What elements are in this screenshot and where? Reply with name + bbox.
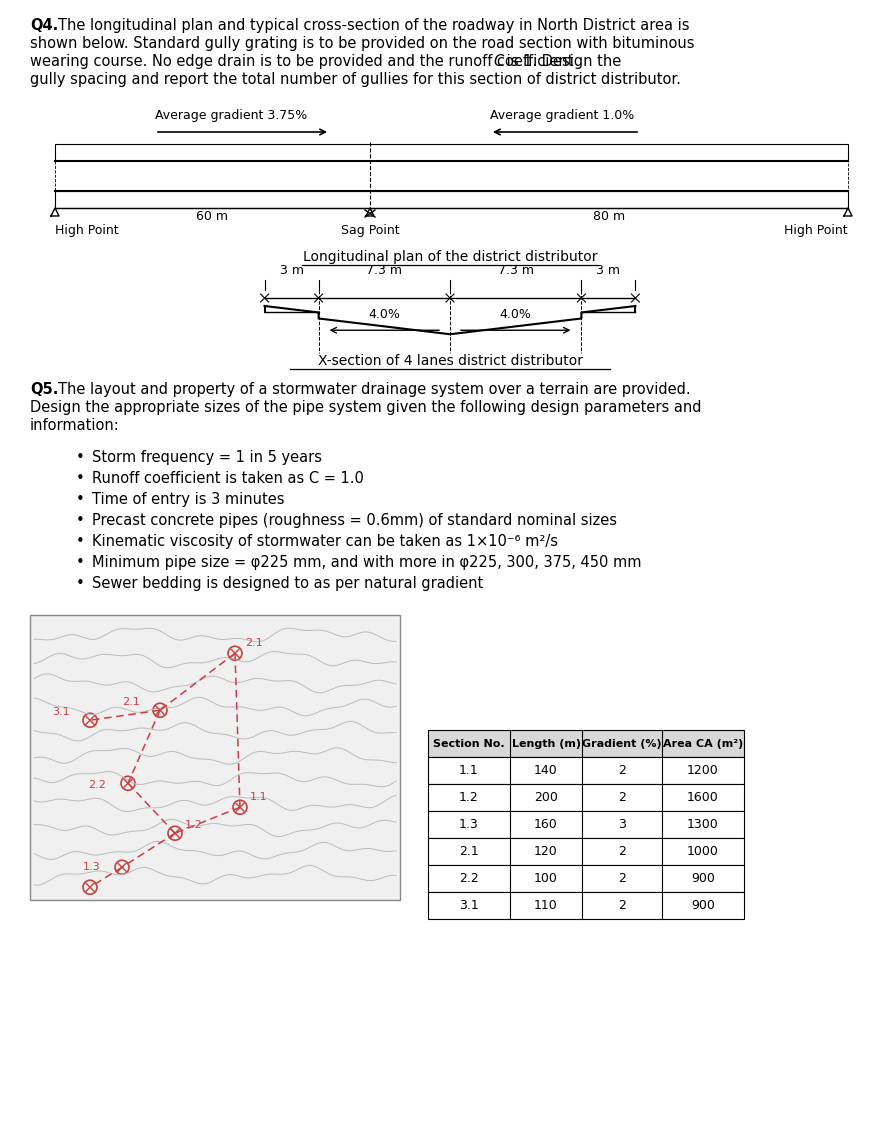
Text: X-section of 4 lanes district distributor: X-section of 4 lanes district distributo… bbox=[317, 354, 583, 368]
Bar bbox=[55, 161, 848, 191]
Text: 7.3 m: 7.3 m bbox=[366, 264, 403, 277]
Text: 110: 110 bbox=[534, 899, 558, 912]
Text: Runoff coefficient is taken as C = 1.0: Runoff coefficient is taken as C = 1.0 bbox=[92, 471, 364, 487]
Text: 1.2: 1.2 bbox=[459, 791, 478, 804]
Text: 100: 100 bbox=[534, 873, 558, 885]
Text: Longitudinal plan of the district distributor: Longitudinal plan of the district distri… bbox=[303, 250, 597, 264]
Text: C: C bbox=[493, 54, 503, 69]
Text: is 1. Design the: is 1. Design the bbox=[502, 54, 621, 69]
Text: Sewer bedding is designed to as per natural gradient: Sewer bedding is designed to as per natu… bbox=[92, 576, 483, 591]
Text: •: • bbox=[76, 556, 85, 571]
Bar bbox=[428, 892, 744, 919]
Text: •: • bbox=[76, 534, 85, 549]
Text: 4.0%: 4.0% bbox=[500, 308, 532, 321]
Text: 4.0%: 4.0% bbox=[368, 308, 400, 321]
Text: The layout and property of a stormwater drainage system over a terrain are provi: The layout and property of a stormwater … bbox=[58, 383, 691, 397]
Text: Sag Point: Sag Point bbox=[340, 224, 399, 237]
Text: Storm frequency = 1 in 5 years: Storm frequency = 1 in 5 years bbox=[92, 451, 322, 465]
Bar bbox=[30, 616, 400, 900]
Text: High Point: High Point bbox=[784, 224, 848, 237]
Text: 3.1: 3.1 bbox=[53, 708, 70, 718]
Text: Design the appropriate sizes of the pipe system given the following design param: Design the appropriate sizes of the pipe… bbox=[30, 401, 701, 415]
Text: 1.3: 1.3 bbox=[82, 863, 100, 873]
Text: information:: information: bbox=[30, 418, 119, 434]
Text: 3 m: 3 m bbox=[280, 264, 304, 277]
Text: 2: 2 bbox=[618, 846, 626, 858]
Text: 2.2: 2.2 bbox=[459, 873, 478, 885]
Text: Minimum pipe size = φ225 mm, and with more in φ225, 300, 375, 450 mm: Minimum pipe size = φ225 mm, and with mo… bbox=[92, 556, 642, 571]
Text: Kinematic viscosity of stormwater can be taken as 1×10⁻⁶ m²/s: Kinematic viscosity of stormwater can be… bbox=[92, 534, 558, 549]
Text: gully spacing and report the total number of gullies for this section of distric: gully spacing and report the total numbe… bbox=[30, 72, 681, 87]
Text: •: • bbox=[76, 471, 85, 487]
Text: 1.1: 1.1 bbox=[250, 792, 267, 803]
Bar bbox=[428, 812, 744, 839]
Bar bbox=[55, 144, 848, 161]
Bar bbox=[428, 757, 744, 784]
Text: 1200: 1200 bbox=[687, 764, 719, 778]
Text: •: • bbox=[76, 492, 85, 507]
Text: 2: 2 bbox=[618, 791, 626, 804]
Text: 1.2: 1.2 bbox=[185, 821, 203, 830]
Text: 120: 120 bbox=[534, 846, 558, 858]
Text: Precast concrete pipes (roughness = 0.6mm) of standard nominal sizes: Precast concrete pipes (roughness = 0.6m… bbox=[92, 513, 617, 529]
Text: Length (m): Length (m) bbox=[511, 739, 581, 748]
Bar bbox=[55, 191, 848, 208]
Text: The longitudinal plan and typical cross-section of the roadway in North District: The longitudinal plan and typical cross-… bbox=[58, 18, 690, 33]
Text: Q5.: Q5. bbox=[30, 383, 59, 397]
Text: Gradient (%): Gradient (%) bbox=[582, 739, 662, 748]
Text: 2.1: 2.1 bbox=[122, 697, 140, 708]
Text: 2.1: 2.1 bbox=[459, 846, 478, 858]
Text: Average gradient 1.0%: Average gradient 1.0% bbox=[490, 109, 634, 122]
Text: Q4.: Q4. bbox=[30, 18, 58, 33]
Text: 3 m: 3 m bbox=[596, 264, 620, 277]
Text: Time of entry is 3 minutes: Time of entry is 3 minutes bbox=[92, 492, 284, 507]
Text: 2: 2 bbox=[618, 873, 626, 885]
Text: wearing course. No edge drain is to be provided and the runoff coefficient: wearing course. No edge drain is to be p… bbox=[30, 54, 578, 69]
Bar bbox=[428, 784, 744, 812]
Text: 80 m: 80 m bbox=[593, 211, 625, 223]
Text: Section No.: Section No. bbox=[433, 739, 505, 748]
Text: 160: 160 bbox=[534, 818, 558, 831]
Text: 140: 140 bbox=[534, 764, 558, 778]
Text: 2.2: 2.2 bbox=[88, 780, 106, 790]
Text: 2: 2 bbox=[618, 764, 626, 778]
Text: Area CA (m²): Area CA (m²) bbox=[663, 739, 743, 748]
Text: •: • bbox=[76, 576, 85, 591]
Bar bbox=[428, 865, 744, 892]
Text: 7.3 m: 7.3 m bbox=[498, 264, 534, 277]
Text: 900: 900 bbox=[691, 873, 715, 885]
Text: 3.1: 3.1 bbox=[459, 899, 478, 912]
Text: High Point: High Point bbox=[55, 224, 119, 237]
Text: 2: 2 bbox=[618, 899, 626, 912]
Text: 1000: 1000 bbox=[687, 846, 719, 858]
Text: 200: 200 bbox=[534, 791, 558, 804]
Text: 900: 900 bbox=[691, 899, 715, 912]
Text: 1.1: 1.1 bbox=[459, 764, 478, 778]
Text: •: • bbox=[76, 513, 85, 529]
Text: 60 m: 60 m bbox=[197, 211, 228, 223]
Text: shown below. Standard gully grating is to be provided on the road section with b: shown below. Standard gully grating is t… bbox=[30, 36, 694, 51]
Text: •: • bbox=[76, 451, 85, 465]
Text: 2.1: 2.1 bbox=[245, 638, 263, 649]
Text: Average gradient 3.75%: Average gradient 3.75% bbox=[155, 109, 307, 122]
Bar bbox=[428, 730, 744, 757]
Text: 1300: 1300 bbox=[687, 818, 719, 831]
Text: 3: 3 bbox=[618, 818, 626, 831]
Text: 1600: 1600 bbox=[687, 791, 719, 804]
Text: 1.3: 1.3 bbox=[459, 818, 478, 831]
Bar bbox=[428, 839, 744, 865]
